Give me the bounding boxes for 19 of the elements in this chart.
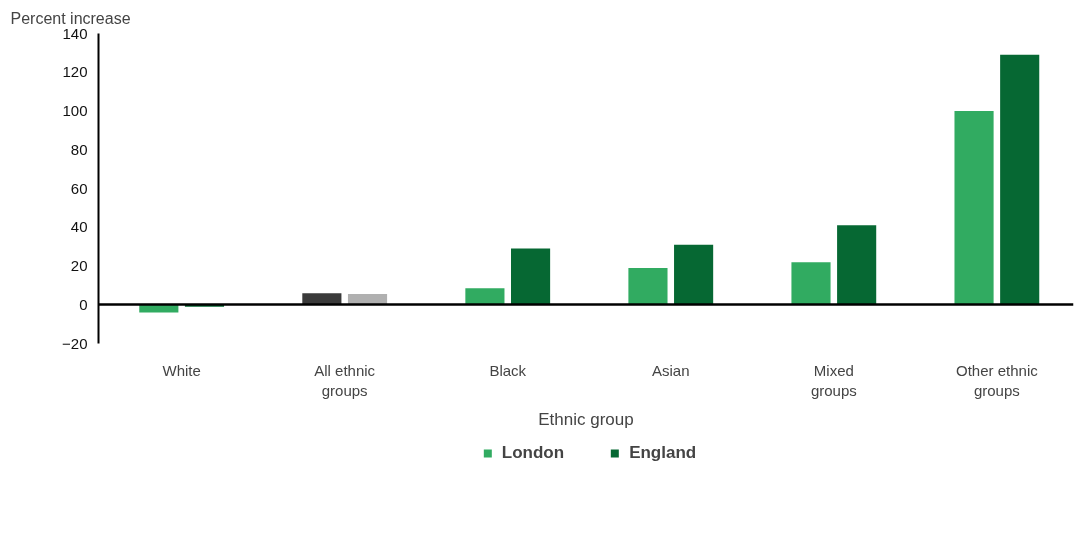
y-tick-label: 60: [70, 179, 88, 197]
legend-label: London: [501, 443, 565, 463]
y-tick-label: 0: [79, 295, 88, 313]
y-tick-label: 120: [62, 63, 88, 81]
x-tick-label: Other ethnic groups: [956, 361, 1039, 399]
y-tick-label: 100: [62, 102, 88, 119]
y-tick-label: 80: [70, 140, 88, 158]
x-axis-title: Ethnic group: [538, 409, 634, 429]
x-tick-label: Mixed groups: [810, 361, 857, 399]
y-tick-label: 140: [62, 24, 88, 42]
y-tick-label: 20: [70, 257, 88, 274]
y-axis-title: Percent increase: [10, 9, 131, 27]
y-tick-label: 40: [70, 218, 88, 236]
x-tick-label: Black: [489, 361, 527, 379]
x-tick-label: All ethnic groups: [314, 361, 376, 399]
x-tick-label: White: [162, 361, 201, 379]
y-tick-label: −20: [62, 334, 88, 352]
legend-label: England: [629, 443, 697, 463]
x-tick-label: Asian: [652, 361, 690, 379]
